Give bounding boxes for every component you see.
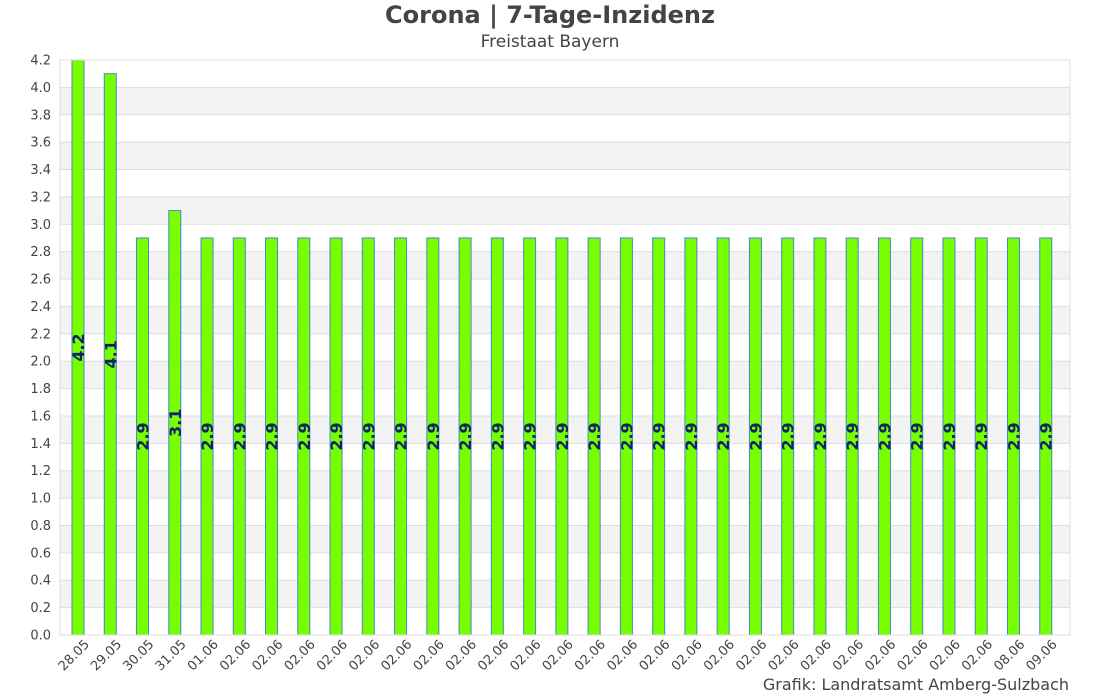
data-label: 2.9 <box>295 422 314 450</box>
x-tick-label: 28.05 <box>56 637 93 674</box>
x-tick-label: 09.06 <box>1024 637 1061 674</box>
data-label: 2.9 <box>424 422 443 450</box>
x-tick-label: 02.06 <box>604 637 641 674</box>
data-label: 2.9 <box>488 422 507 450</box>
x-tick-label: 02.06 <box>314 637 351 674</box>
data-label: 4.1 <box>101 340 120 368</box>
y-tick-label: 1.8 <box>30 382 51 397</box>
y-tick-label: 2.4 <box>30 300 51 315</box>
data-label: 2.9 <box>908 422 927 450</box>
x-tick-label: 01.06 <box>185 637 222 674</box>
data-label: 4.2 <box>69 333 88 361</box>
data-label: 2.9 <box>714 422 733 450</box>
x-tick-label: 02.06 <box>475 637 512 674</box>
x-tick-label: 02.06 <box>927 637 964 674</box>
x-tick-label: 02.06 <box>959 637 996 674</box>
y-tick-label: 3.2 <box>30 190 51 205</box>
x-tick-label: 02.06 <box>572 637 609 674</box>
x-tick-label: 02.06 <box>701 637 738 674</box>
y-tick-label: 3.6 <box>30 136 51 151</box>
x-tick-label: 02.06 <box>346 637 383 674</box>
x-tick-label: 02.06 <box>249 637 286 674</box>
chart-credit: Grafik: Landratsamt Amberg-Sulzbach <box>762 675 1069 694</box>
data-label: 2.9 <box>359 422 378 450</box>
y-tick-label: 4.0 <box>30 81 51 96</box>
y-tick-label: 1.4 <box>30 437 51 452</box>
y-tick-label: 4.2 <box>30 54 51 69</box>
x-tick-label: 08.06 <box>991 637 1028 674</box>
grid-band <box>60 87 1070 115</box>
data-label: 2.9 <box>843 422 862 450</box>
x-tick-label: 29.05 <box>88 637 125 674</box>
data-label: 2.9 <box>875 422 894 450</box>
data-label: 2.9 <box>230 422 249 450</box>
y-tick-label: 0.0 <box>30 629 51 644</box>
y-tick-label: 1.6 <box>30 409 51 424</box>
data-label: 2.9 <box>521 422 540 450</box>
data-label: 2.9 <box>456 422 475 450</box>
chart-title: Corona | 7-Tage-Inzidenz <box>385 1 715 29</box>
y-tick-label: 2.8 <box>30 245 51 260</box>
x-axis-ticks: 28.0529.0530.0531.0501.0602.0602.0602.06… <box>56 637 1061 674</box>
x-tick-label: 02.06 <box>766 637 803 674</box>
x-tick-label: 02.06 <box>862 637 899 674</box>
data-label: 2.9 <box>746 422 765 450</box>
data-label: 3.1 <box>166 409 185 437</box>
x-tick-label: 02.06 <box>508 637 545 674</box>
x-tick-label: 02.06 <box>798 637 835 674</box>
x-tick-label: 02.06 <box>733 637 770 674</box>
y-tick-label: 3.0 <box>30 218 51 233</box>
y-tick-label: 2.2 <box>30 327 51 342</box>
data-labels: 4.2 4.1 2.9 3.1 2.9 2.9 2.9 2.9 2.9 2.9 2.9 2.9 2.9 2… <box>69 333 1056 450</box>
y-tick-label: 3.4 <box>30 163 51 178</box>
x-tick-label: 02.06 <box>895 637 932 674</box>
data-label: 2.9 <box>327 422 346 450</box>
data-label: 2.9 <box>972 422 991 450</box>
y-tick-label: 1.2 <box>30 464 51 479</box>
y-axis-ticks: 0.0 0.2 0.4 0.6 0.8 1.0 1.2 1.4 1.6 1.8 2.0 2.2 2.4 2… <box>30 54 51 644</box>
plot-frame <box>59 59 1071 636</box>
bars <box>71 59 1053 636</box>
x-tick-label: 02.06 <box>282 637 319 674</box>
y-tick-label: 2.0 <box>30 355 51 370</box>
data-label: 2.9 <box>811 422 830 450</box>
x-tick-label: 02.06 <box>830 637 867 674</box>
data-label: 2.9 <box>134 422 153 450</box>
data-label: 2.9 <box>585 422 604 450</box>
x-tick-label: 02.06 <box>411 637 448 674</box>
y-tick-label: 0.4 <box>30 574 51 589</box>
x-tick-label: 02.06 <box>669 637 706 674</box>
data-label: 2.9 <box>263 422 282 450</box>
data-label: 2.9 <box>392 422 411 450</box>
chart-subtitle: Freistaat Bayern <box>480 32 620 52</box>
data-label: 2.9 <box>553 422 572 450</box>
data-label: 2.9 <box>198 422 217 450</box>
x-tick-label: 02.06 <box>217 637 254 674</box>
y-tick-label: 1.0 <box>30 492 51 507</box>
data-label: 2.9 <box>650 422 669 450</box>
y-tick-label: 0.2 <box>30 601 51 616</box>
x-tick-label: 02.06 <box>443 637 480 674</box>
data-label: 2.9 <box>617 422 636 450</box>
data-label: 2.9 <box>940 422 959 450</box>
y-tick-label: 0.6 <box>30 546 51 561</box>
grid-band <box>60 196 1070 225</box>
y-tick-label: 3.8 <box>30 108 51 123</box>
x-tick-label: 02.06 <box>540 637 577 674</box>
data-label: 2.9 <box>682 422 701 450</box>
x-tick-label: 02.06 <box>637 637 674 674</box>
data-label: 2.9 <box>1037 422 1056 450</box>
data-label: 2.9 <box>1004 422 1023 450</box>
y-tick-label: 0.8 <box>30 519 51 534</box>
x-tick-label: 02.06 <box>378 637 415 674</box>
data-label: 2.9 <box>779 422 798 450</box>
y-tick-label: 2.6 <box>30 273 51 288</box>
x-tick-label: 30.05 <box>120 637 157 674</box>
grid-band <box>60 142 1070 170</box>
x-tick-label: 31.05 <box>153 637 190 674</box>
